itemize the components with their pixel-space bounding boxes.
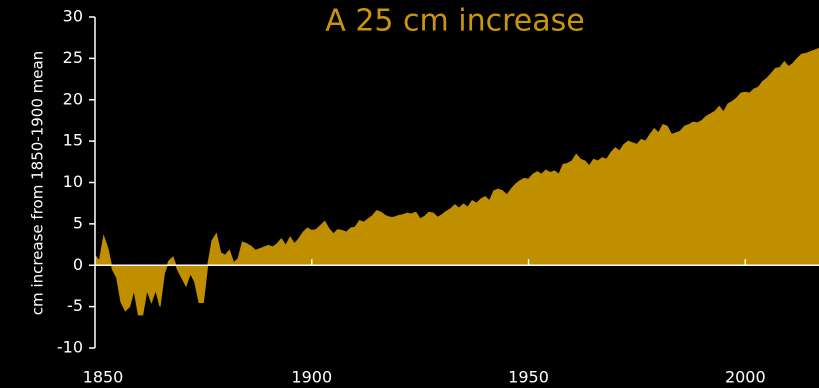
y-axis-label: cm increase from 1850-1900 mean [29, 51, 47, 315]
y-tick-label: 15 [63, 131, 83, 150]
x-tick-label: 1900 [291, 368, 332, 387]
chart-title: A 25 cm increase [325, 4, 584, 39]
y-tick-label: 0 [73, 255, 83, 274]
x-tick-label: 1950 [508, 368, 549, 387]
area [94, 47, 819, 316]
y-tick-label: -10 [57, 338, 83, 357]
y-tick-label: 5 [73, 213, 83, 232]
y-tick-label: 25 [63, 48, 83, 67]
y-tick-label: -5 [67, 296, 83, 315]
y-tick-label: 10 [63, 172, 83, 191]
x-tick-label: 1850 [83, 368, 124, 387]
y-tick-label: 30 [63, 7, 83, 26]
y-tick-label: 20 [63, 89, 83, 108]
x-tick-label: 2000 [725, 368, 766, 387]
